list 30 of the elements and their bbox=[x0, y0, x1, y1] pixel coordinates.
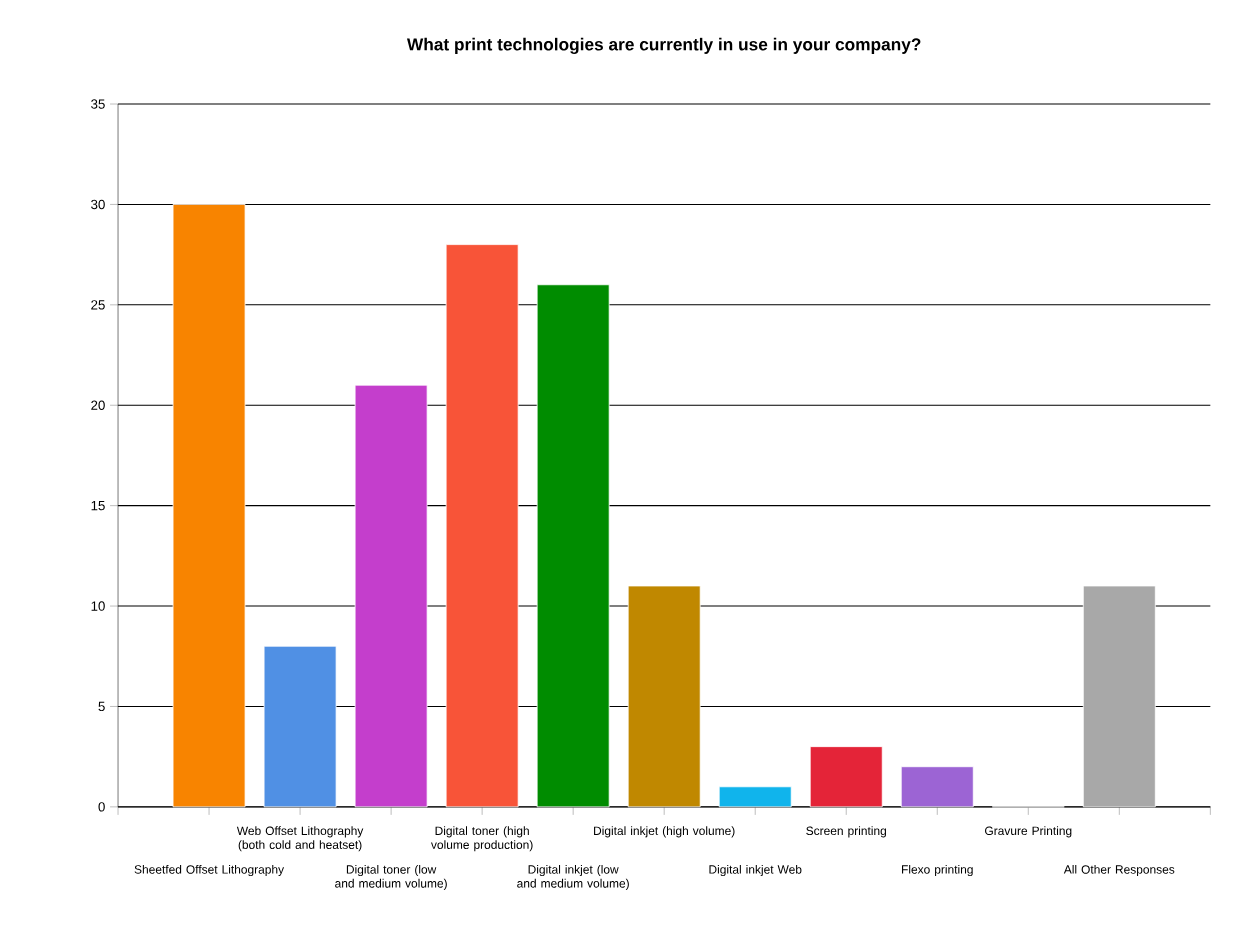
bar bbox=[536, 284, 610, 808]
y-tick-label: 10 bbox=[91, 601, 105, 611]
bar bbox=[445, 244, 519, 808]
bar bbox=[809, 746, 883, 808]
bar bbox=[718, 786, 792, 808]
y-tick-label: 0 bbox=[98, 802, 105, 812]
y-tick-label: 5 bbox=[98, 701, 105, 712]
chart-title: What print technologies are currently in use in your company? bbox=[406, 37, 921, 55]
x-tick-label: Screen printing bbox=[806, 826, 886, 838]
x-tick-label: Digital inkjet (high volume) bbox=[594, 826, 735, 838]
x-tick-label: Web Offset Lithography (both cold and heatset) bbox=[236, 826, 364, 852]
y-tick-label: 15 bbox=[91, 501, 105, 511]
y-tick-label: 20 bbox=[91, 400, 105, 410]
x-tick-label: Digital inkjet (low and medium volume) bbox=[517, 864, 629, 891]
x-tick-label: Sheetfed Offset Lithography bbox=[134, 864, 285, 877]
x-tick-label: Digital toner (low and medium volume) bbox=[335, 864, 447, 891]
bar bbox=[172, 204, 246, 808]
y-tick-label: 30 bbox=[91, 199, 105, 210]
x-tick-label: Flexo printing bbox=[902, 864, 973, 877]
y-tick-label: 25 bbox=[91, 300, 105, 310]
bar bbox=[1082, 585, 1156, 808]
bar bbox=[900, 766, 974, 808]
bar bbox=[354, 384, 428, 808]
bar bbox=[627, 585, 701, 808]
y-tick-label: 35 bbox=[91, 99, 105, 109]
x-tick-label: Gravure Printing bbox=[985, 826, 1072, 838]
bar bbox=[263, 645, 337, 808]
x-tick-label: All Other Responses bbox=[1063, 864, 1175, 877]
x-tick-label: Digital inkjet Web bbox=[709, 864, 802, 877]
x-tick-label: Digital toner (high volume production) bbox=[430, 826, 533, 852]
